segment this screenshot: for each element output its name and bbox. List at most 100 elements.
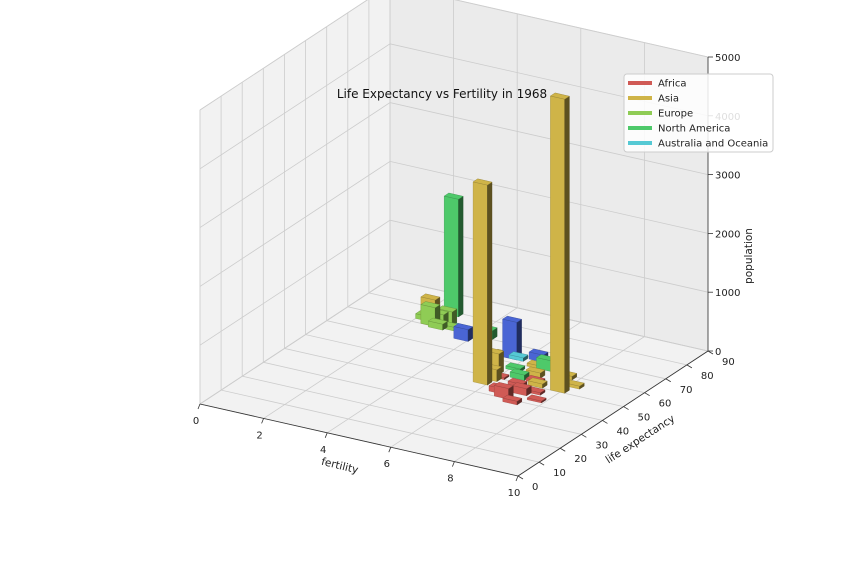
- x-tick-mark: [324, 432, 328, 438]
- bar-top-face: [493, 382, 514, 389]
- bar-top-face: [443, 192, 464, 200]
- bar-top-face: [505, 362, 526, 370]
- x-tick-label: 8: [447, 474, 453, 485]
- legend-label: Europe: [658, 109, 693, 120]
- bar-side-face: [458, 195, 464, 318]
- bar-top-face: [525, 366, 546, 374]
- bars: [415, 92, 585, 406]
- y-tick-mark: [581, 433, 587, 438]
- bar-top-face: [509, 368, 530, 376]
- legend-entry: Asia: [628, 94, 679, 105]
- z-tick-label: 0: [715, 347, 721, 358]
- legend-entry: Australia and Oceania: [628, 139, 768, 150]
- bar-top-face: [427, 317, 448, 325]
- bar: [443, 192, 464, 318]
- z-tick-label: 3000: [715, 171, 740, 182]
- y-tick-label: 40: [616, 426, 629, 437]
- bar: [526, 394, 547, 404]
- bar-top-face: [528, 348, 549, 356]
- legend-entry: Africa: [628, 79, 687, 90]
- z-axis-label: population: [743, 228, 755, 284]
- bar: [549, 92, 570, 394]
- tick-labels: 0246810010203040506070809001000200030004…: [193, 53, 741, 499]
- bar-top-face: [502, 315, 523, 323]
- y-tick-label: 0: [532, 482, 538, 493]
- bar-top-face: [526, 394, 547, 402]
- y-tick-mark: [602, 420, 608, 424]
- grid-line-z: [199, 43, 709, 170]
- bar-front-face: [472, 181, 488, 386]
- bar-top-face: [437, 305, 458, 313]
- y-axis-line: [517, 350, 709, 477]
- grid-line-z: [199, 102, 709, 228]
- bar-top-face: [508, 351, 529, 359]
- legend-label: Asia: [658, 94, 679, 105]
- bar: [427, 317, 448, 331]
- x-tick-label: 4: [320, 445, 326, 456]
- bar-top-face: [472, 178, 493, 186]
- y-tick-mark: [517, 475, 524, 480]
- grid-line-z: [199, 219, 709, 346]
- bar-side-face: [487, 181, 493, 386]
- x-tick-label: 2: [256, 430, 262, 441]
- bar-front-face: [550, 95, 565, 394]
- bar: [511, 382, 532, 397]
- bar-top-face: [420, 293, 441, 301]
- y-tick-label: 80: [701, 371, 714, 382]
- y-tick-mark: [686, 364, 693, 369]
- bar-top-face: [549, 92, 570, 100]
- bar: [527, 377, 548, 389]
- y-tick-label: 50: [638, 413, 651, 424]
- y-tick-label: 20: [574, 454, 587, 465]
- legend-box: [623, 73, 774, 153]
- z-tick-label: 5000: [715, 53, 740, 64]
- y-tick-mark: [644, 392, 650, 397]
- y-tick-mark: [560, 447, 566, 452]
- y-tick-mark: [665, 378, 671, 383]
- x-tick-mark: [261, 418, 264, 424]
- grid-line-z: [199, 278, 709, 405]
- x-tick-label: 6: [384, 459, 390, 470]
- bar-side-face: [564, 95, 570, 394]
- axis-panes: [198, 0, 710, 477]
- bar-top-face: [453, 323, 474, 330]
- bar: [472, 178, 493, 386]
- y-tick-mark: [707, 350, 714, 355]
- legend-entry: North America: [628, 124, 730, 135]
- x-tick-mark: [515, 475, 519, 482]
- legend: Africa Asia Europe North America Australia a…: [623, 73, 774, 153]
- y-tick-mark: [623, 406, 629, 410]
- bar: [509, 368, 530, 381]
- legend-entry: Europe: [628, 109, 693, 120]
- legend-label: Africa: [658, 79, 687, 90]
- bar: [508, 351, 529, 362]
- y-tick-label: 10: [553, 468, 566, 479]
- y-tick-label: 30: [595, 440, 608, 451]
- bar: [502, 394, 523, 406]
- y-tick-label: 70: [680, 385, 693, 396]
- z-tick-label: 2000: [715, 229, 740, 240]
- x-tick-mark: [452, 461, 455, 467]
- bar-front-face: [444, 195, 459, 318]
- y-tick-label: 90: [722, 357, 735, 368]
- grid-line-z: [199, 0, 709, 111]
- legend-label: North America: [658, 124, 730, 135]
- x-tick-mark: [388, 447, 392, 453]
- bar-top-face: [511, 382, 532, 390]
- bar: [453, 323, 474, 342]
- x-tick-label: 10: [508, 488, 521, 499]
- z-tick-label: 1000: [715, 288, 740, 299]
- legend-label: Australia and Oceania: [658, 139, 768, 150]
- bar: [502, 315, 523, 361]
- chart-title: Life Expectancy vs Fertility in 1968: [337, 87, 547, 101]
- x-tick-mark: [197, 403, 201, 410]
- y-tick-label: 60: [659, 399, 672, 410]
- grid-line-z: [199, 160, 709, 287]
- bar-top-face: [420, 301, 441, 309]
- x-axis-label: fertility: [320, 456, 359, 477]
- bar-top-face: [502, 394, 523, 402]
- x-axis-line: [199, 403, 519, 477]
- x-tick-label: 0: [193, 416, 199, 427]
- y-tick-mark: [538, 461, 545, 466]
